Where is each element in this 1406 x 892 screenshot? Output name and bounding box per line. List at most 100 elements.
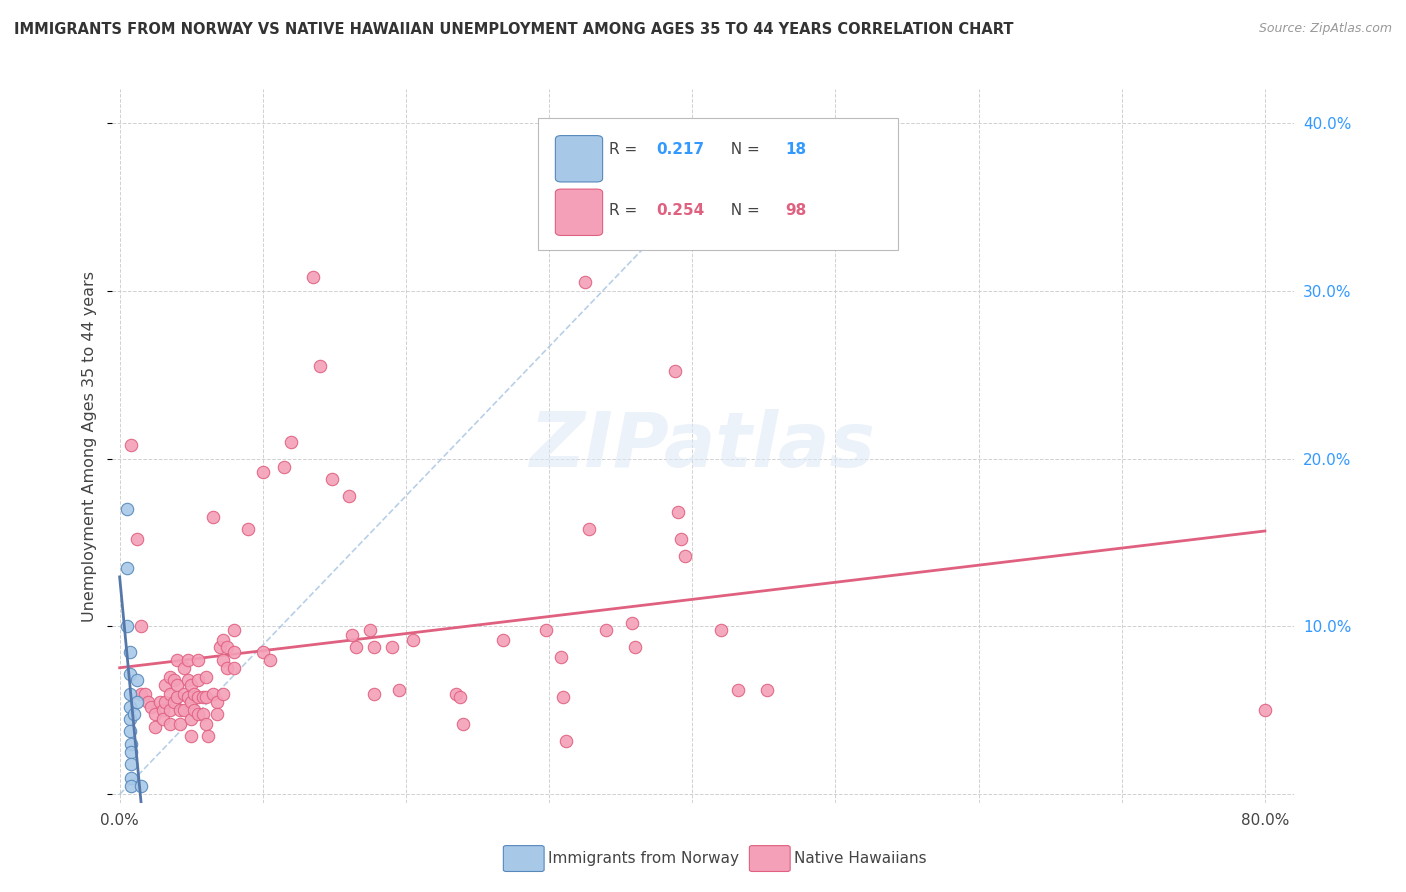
Text: N =: N =: [721, 203, 765, 218]
Text: R =: R =: [609, 143, 641, 157]
Point: [125, 673, 148, 688]
Point: [166, 653, 188, 667]
Point: [173, 703, 195, 717]
Point: [166, 690, 188, 704]
Point: [183, 687, 205, 701]
Point: [211, 687, 233, 701]
Text: Native Hawaiians: Native Hawaiians: [794, 851, 927, 865]
Point: [136, 695, 159, 709]
Point: [180, 712, 202, 726]
Point: [139, 700, 162, 714]
Point: [194, 670, 217, 684]
Point: [595, 623, 617, 637]
Point: [550, 649, 572, 664]
Point: [574, 275, 596, 289]
Point: [224, 623, 246, 637]
Point: [402, 632, 425, 647]
Point: [363, 687, 385, 701]
FancyBboxPatch shape: [537, 118, 898, 250]
Point: [201, 687, 224, 701]
Text: ZIPatlas: ZIPatlas: [530, 409, 876, 483]
Point: [125, 695, 148, 709]
Point: [238, 522, 260, 536]
Point: [388, 683, 411, 698]
Point: [621, 616, 644, 631]
Point: [555, 733, 578, 747]
Point: [134, 687, 156, 701]
Point: [363, 640, 385, 654]
Point: [118, 723, 141, 738]
Point: [666, 505, 689, 519]
Point: [710, 623, 733, 637]
Point: [118, 645, 141, 659]
Point: [115, 619, 138, 633]
Point: [166, 678, 188, 692]
Point: [191, 690, 214, 704]
FancyBboxPatch shape: [555, 189, 603, 235]
Point: [120, 757, 142, 772]
Text: 0.254: 0.254: [655, 203, 704, 218]
Point: [159, 703, 181, 717]
Point: [215, 640, 238, 654]
Point: [191, 706, 214, 721]
Point: [224, 645, 246, 659]
Point: [340, 628, 363, 642]
Point: [755, 683, 778, 698]
Point: [155, 695, 177, 709]
Point: [180, 729, 202, 743]
Point: [159, 687, 181, 701]
Text: R =: R =: [609, 203, 641, 218]
Point: [180, 695, 202, 709]
Point: [115, 560, 138, 574]
Point: [173, 661, 195, 675]
Text: IMMIGRANTS FROM NORWAY VS NATIVE HAWAIIAN UNEMPLOYMENT AMONG AGES 35 TO 44 YEARS: IMMIGRANTS FROM NORWAY VS NATIVE HAWAIIA…: [14, 22, 1014, 37]
Point: [120, 779, 142, 793]
Point: [187, 673, 209, 688]
FancyBboxPatch shape: [555, 136, 603, 182]
Point: [163, 695, 186, 709]
Point: [152, 703, 174, 717]
Point: [449, 690, 471, 704]
Point: [118, 666, 141, 681]
Point: [359, 623, 381, 637]
Point: [211, 632, 233, 647]
Point: [152, 712, 174, 726]
Point: [115, 502, 138, 516]
Point: [309, 359, 332, 374]
Point: [163, 673, 186, 688]
Point: [187, 706, 209, 721]
Point: [122, 706, 145, 721]
Point: [252, 465, 274, 479]
Point: [205, 695, 228, 709]
Point: [578, 522, 600, 536]
Point: [169, 717, 191, 731]
Point: [159, 717, 181, 731]
Point: [252, 645, 274, 659]
Point: [344, 640, 367, 654]
Point: [118, 712, 141, 726]
Point: [536, 623, 558, 637]
Point: [669, 532, 692, 546]
Point: [125, 532, 148, 546]
Point: [208, 640, 231, 654]
Text: Immigrants from Norway: Immigrants from Norway: [548, 851, 740, 865]
Point: [321, 472, 343, 486]
Point: [197, 729, 219, 743]
Text: 0.217: 0.217: [655, 143, 704, 157]
Y-axis label: Unemployment Among Ages 35 to 44 years: Unemployment Among Ages 35 to 44 years: [82, 270, 97, 622]
Point: [118, 687, 141, 701]
Point: [120, 746, 142, 760]
Point: [492, 632, 515, 647]
Point: [177, 653, 200, 667]
Point: [673, 549, 696, 563]
Point: [727, 683, 749, 698]
Point: [149, 695, 172, 709]
Point: [215, 661, 238, 675]
Text: 98: 98: [786, 203, 807, 218]
Point: [129, 619, 152, 633]
Point: [173, 687, 195, 701]
Point: [194, 717, 217, 731]
Point: [444, 687, 467, 701]
Point: [381, 640, 404, 654]
Point: [664, 364, 686, 378]
